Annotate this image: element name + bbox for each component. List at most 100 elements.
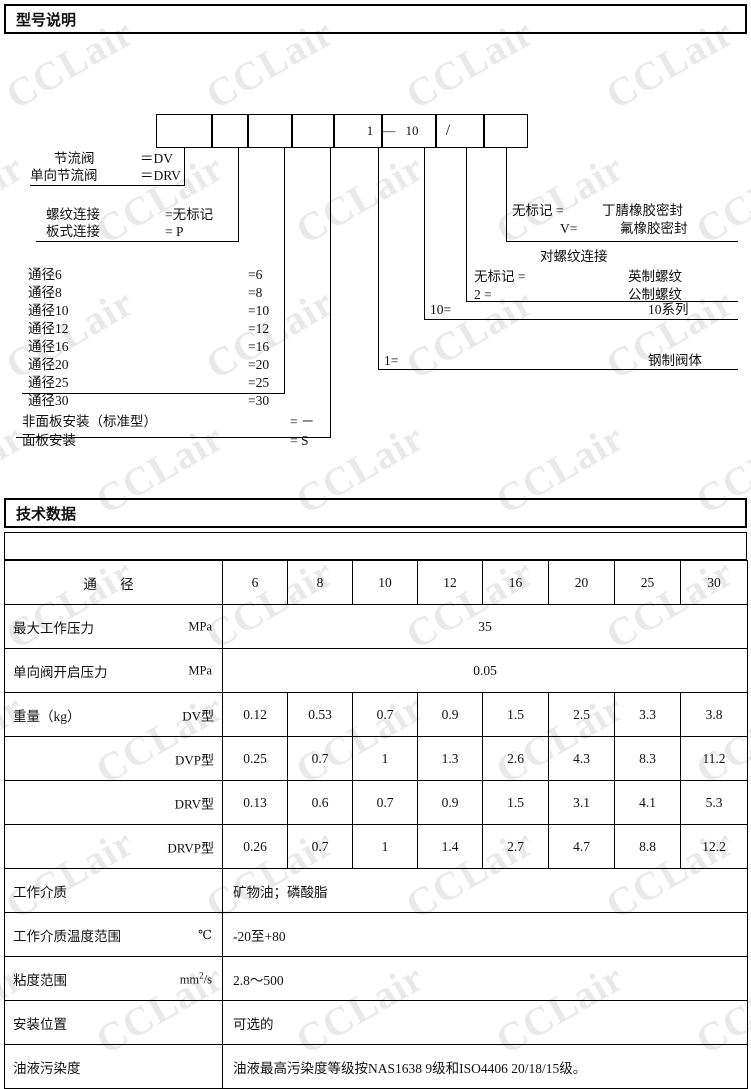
code-digit-1: 1 [366, 123, 374, 138]
info-value-0: 矿物油；磷酸脂 [222, 868, 748, 913]
model-code-title-text: 型号说明 [16, 10, 77, 29]
cell-2-5: 2.5 [548, 692, 615, 737]
legend-thread-heading: 对螺纹连接 [540, 249, 608, 264]
leader-line-mounting [330, 148, 332, 438]
code-box-6 [382, 114, 436, 148]
legend-mounting-panel: 面板安装 [22, 433, 76, 448]
row-label-4: DRV型 [4, 780, 223, 825]
code-box-4 [292, 114, 334, 148]
legend-thread-2-code: 2 = [474, 287, 492, 302]
code-box-3 [248, 114, 292, 148]
legend-valve-type-throttle-code: ＝DV [140, 151, 173, 166]
legend-body-material-code: 1= [384, 353, 399, 368]
row-label-0: 最大工作压力 MPa [4, 604, 223, 649]
cell-3-7: 11.2 [680, 736, 748, 781]
cell-4-1: 0.6 [287, 780, 353, 825]
legend-series-text: 10系列 [648, 302, 689, 317]
cell-4-0: 0.13 [222, 780, 288, 825]
cell-3-1: 0.7 [287, 736, 353, 781]
cell-5-1: 0.7 [287, 824, 353, 869]
info-label-1: 工作介质温度范围 ℃ [4, 912, 223, 957]
legend-valve-type-throttle: 节流阀 [54, 151, 95, 166]
legend-mounting-nonpanel: 非面板安装（标准型） [22, 414, 157, 429]
legend-bore-16-code: =16 [248, 339, 270, 354]
cell-5-6: 8.8 [614, 824, 681, 869]
info-label-3: 安装位置 [4, 1000, 223, 1045]
leader-line-seal [506, 148, 508, 242]
table-row: 重量（kg） DV型 0.12 0.53 0.7 0.9 1.5 2.5 3.3 3.8 [4, 692, 748, 737]
cell-2-4: 1.5 [482, 692, 549, 737]
cell-4-7: 5.3 [680, 780, 748, 825]
leader-underline-body-material [378, 369, 738, 371]
legend-seal-nomark-text: 丁腈橡胶密封 [602, 203, 683, 218]
cell-4-2: 0.7 [352, 780, 418, 825]
legend-bore-6-code: =6 [248, 267, 263, 282]
bore-header-label: 通 径 [4, 560, 223, 605]
legend-mounting-nonpanel-code: = － [290, 414, 315, 429]
model-code-diagram: 1 — 10 / 节流阀 ＝DV 单向节流阀 ＝DRV 螺纹连接 =无标记 [0, 36, 751, 492]
bore-size-10: 10 [352, 560, 418, 605]
legend-body-material-text: 钢制阀体 [648, 353, 702, 368]
code-box-7 [436, 114, 484, 148]
code-box-1 [156, 114, 212, 148]
row-span-value-1: 0.05 [222, 648, 748, 693]
cell-5-7: 12.2 [680, 824, 748, 869]
legend-bore-8: 通径8 [28, 285, 62, 300]
leader-line-body-material [378, 148, 380, 370]
info-label-0: 工作介质 [4, 868, 223, 913]
bore-size-6: 6 [222, 560, 288, 605]
bore-size-25: 25 [614, 560, 681, 605]
table-row: 工作介质温度范围 ℃ -20至+80 [4, 912, 748, 957]
table-row: 油液污染度 油液最高污染度等级按NAS1638 9级和ISO4406 20/18/… [4, 1044, 748, 1089]
row-label-5: DRVP型 [4, 824, 223, 869]
legend-bore-30: 通径30 [28, 393, 69, 408]
bore-size-12: 12 [417, 560, 483, 605]
info-value-2: 2.8～500 [222, 956, 748, 1001]
info-label-2: 粘度范围 mm2/s [4, 956, 223, 1001]
leader-line-thread [466, 148, 468, 258]
code-box-2 [212, 114, 248, 148]
legend-seal-v-text: 氟橡胶密封 [620, 221, 688, 236]
cell-2-1: 0.53 [287, 692, 353, 737]
table-row: 安装位置 可选的 [4, 1000, 748, 1045]
cell-3-0: 0.25 [222, 736, 288, 781]
bore-size-8: 8 [287, 560, 353, 605]
legend-thread-nomark-code: 无标记 = [474, 269, 526, 284]
legend-valve-type-check-code: ＝DRV [140, 168, 181, 183]
bore-size-20: 20 [548, 560, 615, 605]
cell-2-7: 3.8 [680, 692, 748, 737]
cell-3-5: 4.3 [548, 736, 615, 781]
leader-line-bore [284, 148, 286, 394]
table-row: DRVP型 0.26 0.7 1 1.4 2.7 4.7 8.8 12.2 [4, 824, 748, 869]
cell-2-6: 3.3 [614, 692, 681, 737]
legend-bore-20-code: =20 [248, 357, 270, 372]
legend-connection-plate-code: = P [165, 224, 184, 239]
table-row: 粘度范围 mm2/s 2.8～500 [4, 956, 748, 1001]
leader-underline-bore [22, 393, 285, 395]
legend-connection-thread: 螺纹连接 [46, 207, 100, 222]
legend-thread-2-text: 公制螺纹 [628, 287, 682, 302]
cell-2-2: 0.7 [352, 692, 418, 737]
cell-4-5: 3.1 [548, 780, 615, 825]
table-row: DVP型 0.25 0.7 1 1.3 2.6 4.3 8.3 11.2 [4, 736, 748, 781]
table-row: 工作介质 矿物油；磷酸脂 [4, 868, 748, 913]
leader-line-connection [238, 148, 240, 242]
table-row: DRV型 0.13 0.6 0.7 0.9 1.5 3.1 4.1 5.3 [4, 780, 748, 825]
cell-5-5: 4.7 [548, 824, 615, 869]
cell-3-6: 8.3 [614, 736, 681, 781]
leader-underline-connection [36, 241, 239, 243]
cell-4-4: 1.5 [482, 780, 549, 825]
cell-3-2: 1 [352, 736, 418, 781]
table-header-row: 通 径 6 8 10 12 16 20 25 30 [4, 560, 748, 605]
legend-seal-nomark-code: 无标记 = [512, 203, 564, 218]
legend-bore-20: 通径20 [28, 357, 69, 372]
row-span-value-0: 35 [222, 604, 748, 649]
code-box-5 [334, 114, 382, 148]
leader-underline-thread [466, 301, 738, 303]
legend-bore-25: 通径25 [28, 375, 69, 390]
legend-connection-plate: 板式连接 [46, 224, 100, 239]
bore-size-16: 16 [482, 560, 549, 605]
legend-valve-type-check: 单向节流阀 [30, 168, 98, 183]
section-title-model-code: 型号说明 [4, 4, 747, 34]
cell-5-0: 0.26 [222, 824, 288, 869]
